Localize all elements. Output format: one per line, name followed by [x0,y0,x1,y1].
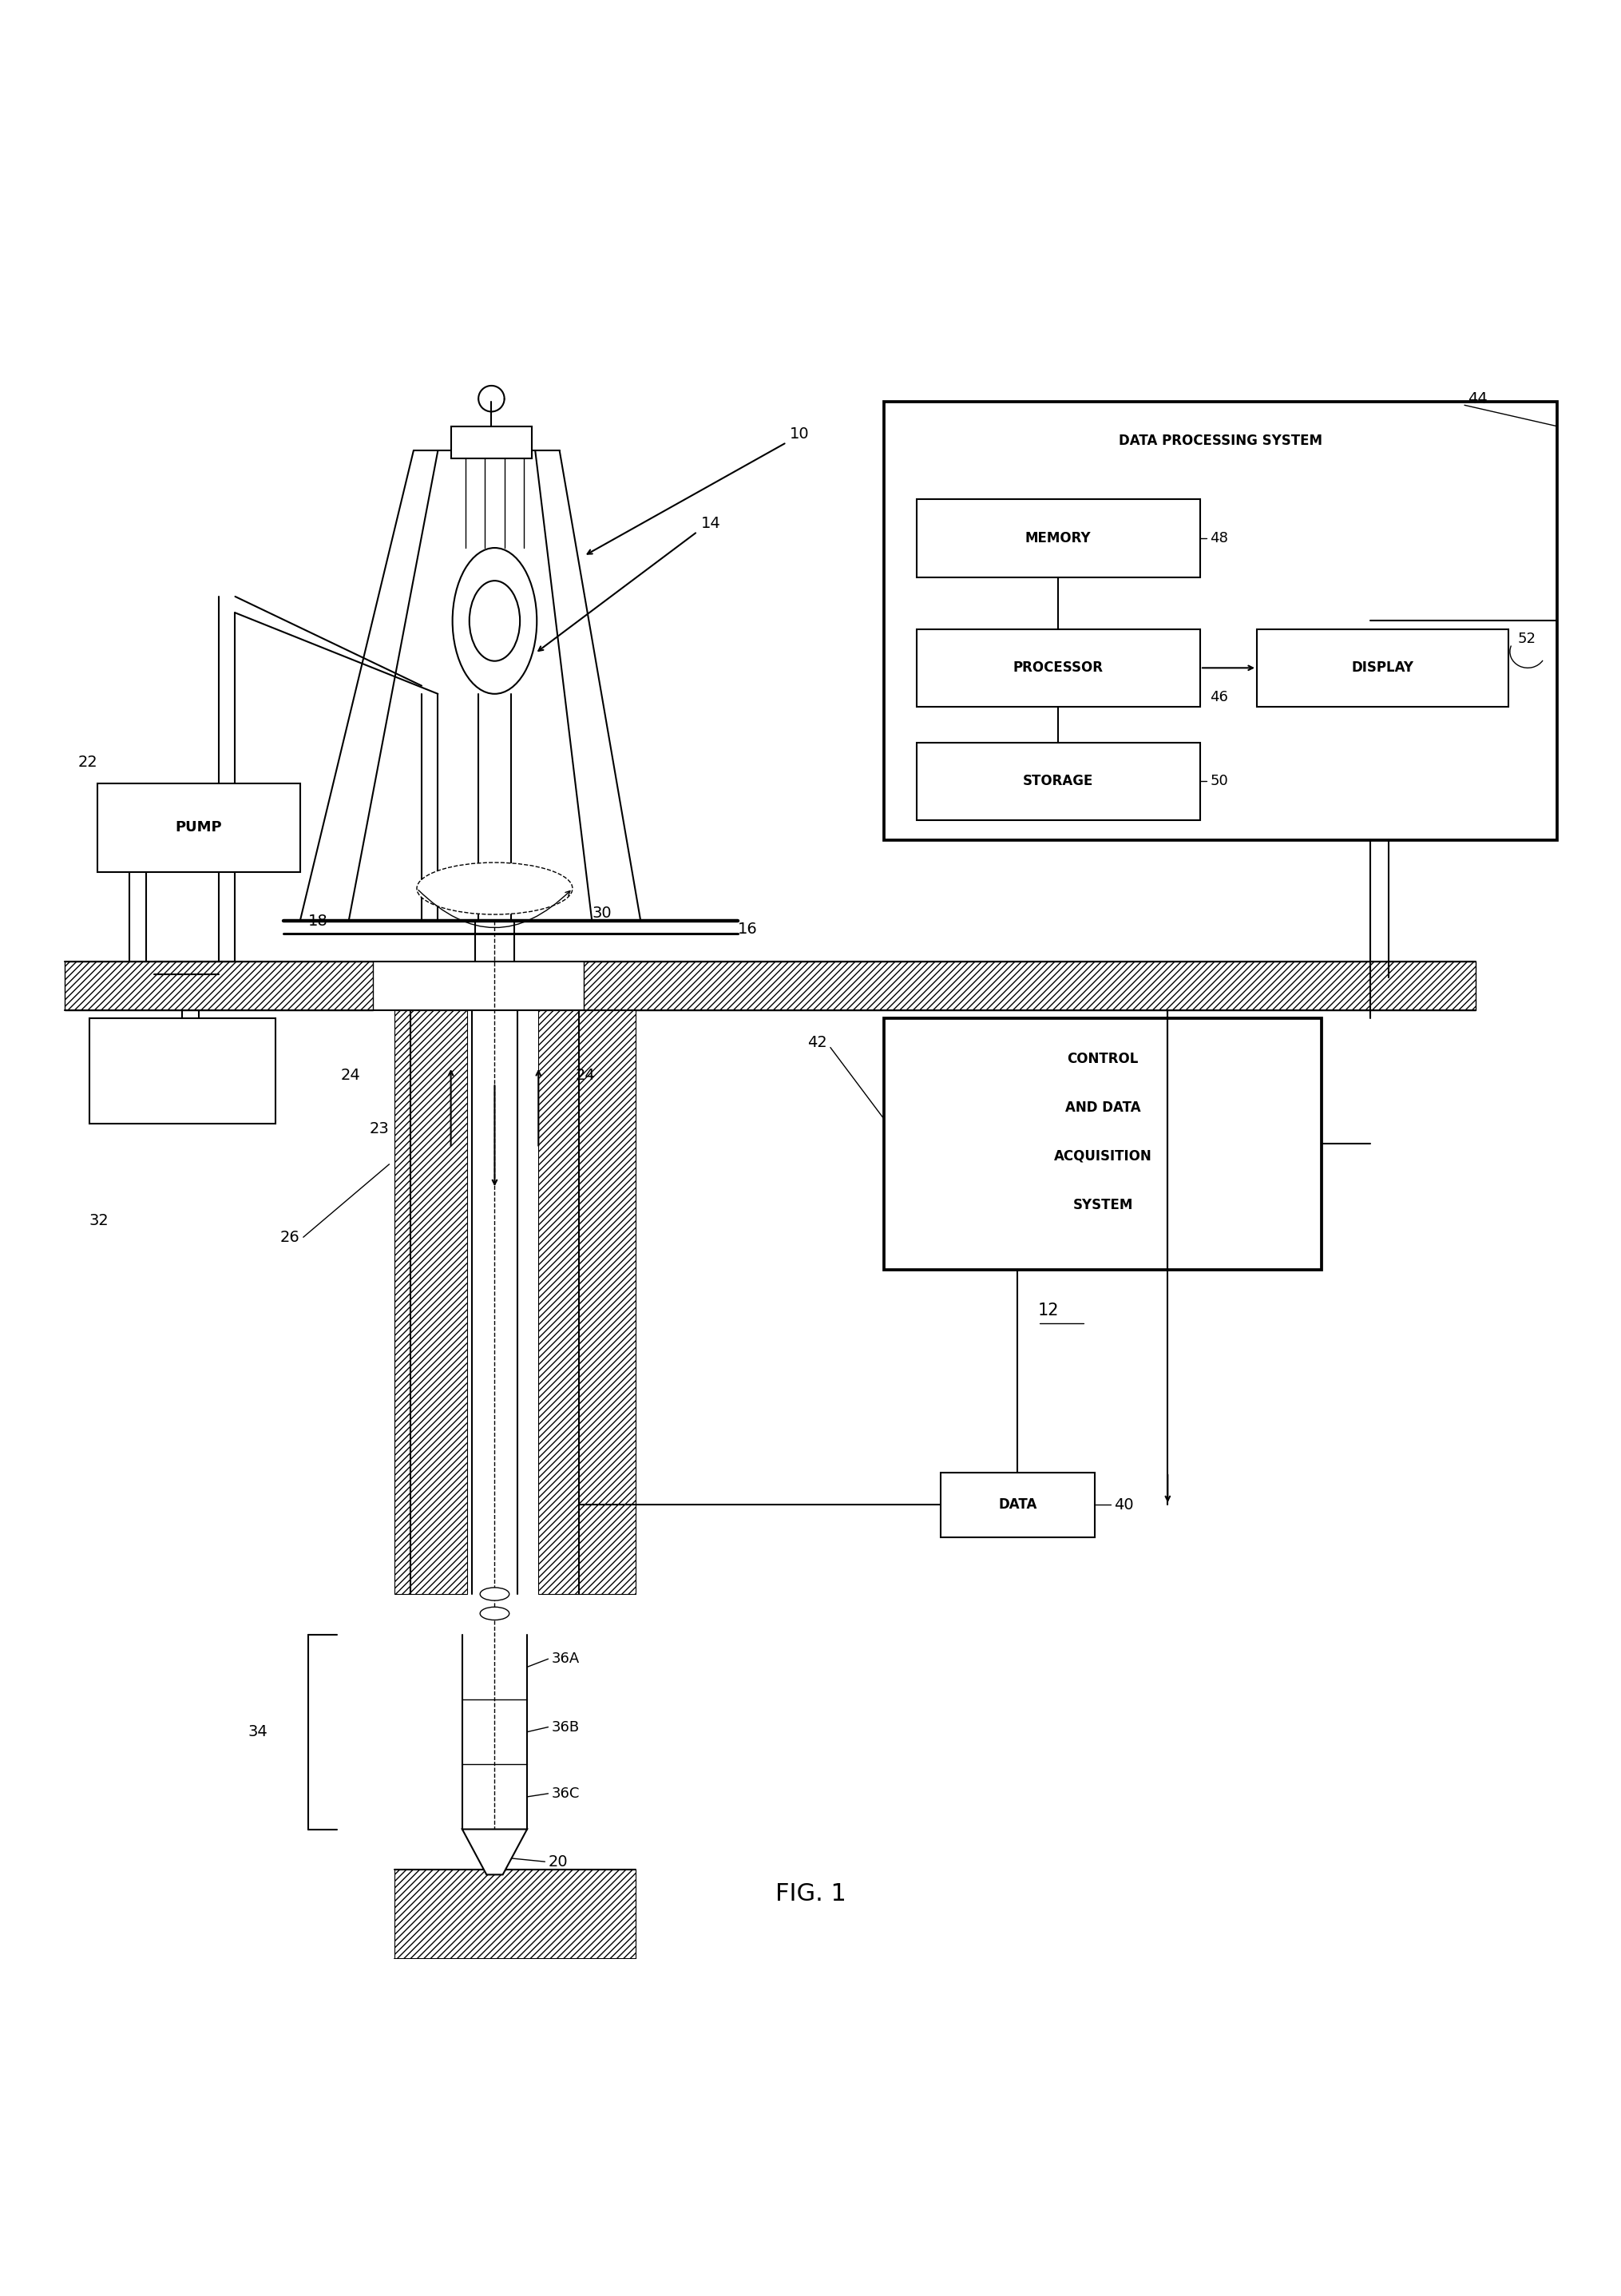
Text: 12: 12 [1037,1302,1059,1318]
Bar [65,962,373,1010]
Bar [394,1010,467,1593]
Text: 48: 48 [1209,530,1227,546]
Text: 23: 23 [370,1120,389,1137]
Text: 36A: 36A [551,1651,579,1667]
Bar [94,1024,271,1118]
Bar [538,1010,635,1593]
Bar [916,742,1200,820]
Bar [1256,629,1508,707]
Text: 36C: 36C [551,1786,579,1800]
Text: 40: 40 [1114,1497,1133,1513]
Text: AND DATA: AND DATA [1065,1100,1140,1114]
Text: 36B: 36B [551,1720,579,1733]
Ellipse shape [417,863,572,914]
Ellipse shape [480,1607,509,1621]
Ellipse shape [452,549,537,693]
Text: 50: 50 [1209,774,1227,788]
Bar [89,1017,276,1123]
Text: 22: 22 [78,755,97,769]
Bar [883,1017,1321,1270]
Text: 52: 52 [1517,631,1535,645]
Text: FIG. 1: FIG. 1 [775,1883,846,1906]
Text: 42: 42 [807,1035,827,1049]
Text: MEMORY: MEMORY [1024,530,1091,546]
Ellipse shape [468,581,520,661]
Text: SYSTEM: SYSTEM [1071,1199,1133,1212]
Text: 20: 20 [548,1855,567,1869]
Text: DATA PROCESSING SYSTEM: DATA PROCESSING SYSTEM [1118,434,1321,448]
Text: 44: 44 [1467,390,1486,406]
Text: 24: 24 [340,1068,360,1084]
Text: 26: 26 [280,1231,300,1244]
Text: 32: 32 [89,1212,109,1228]
Text: CONTROL: CONTROL [1067,1052,1138,1065]
Text: 16: 16 [738,921,757,937]
Text: ACQUISITION: ACQUISITION [1054,1148,1151,1164]
Text: DISPLAY: DISPLAY [1350,661,1414,675]
Text: 14: 14 [700,517,720,530]
Text: PROCESSOR: PROCESSOR [1013,661,1102,675]
Bar [97,783,300,872]
Text: 34: 34 [248,1724,267,1740]
Text: 24: 24 [575,1068,595,1084]
Text: 10: 10 [789,427,809,441]
Polygon shape [462,1830,527,1874]
Bar [883,402,1556,840]
Text: 30: 30 [592,905,611,921]
Bar [451,427,532,459]
Ellipse shape [480,1587,509,1600]
Bar [940,1472,1094,1538]
Text: DATA: DATA [999,1497,1036,1513]
Bar [916,498,1200,576]
Bar [394,1869,635,1958]
Text: 18: 18 [308,914,327,928]
Text: STORAGE: STORAGE [1023,774,1093,788]
Bar [916,629,1200,707]
Bar [584,962,1475,1010]
Text: PUMP: PUMP [175,820,222,836]
Text: 46: 46 [1209,689,1227,705]
